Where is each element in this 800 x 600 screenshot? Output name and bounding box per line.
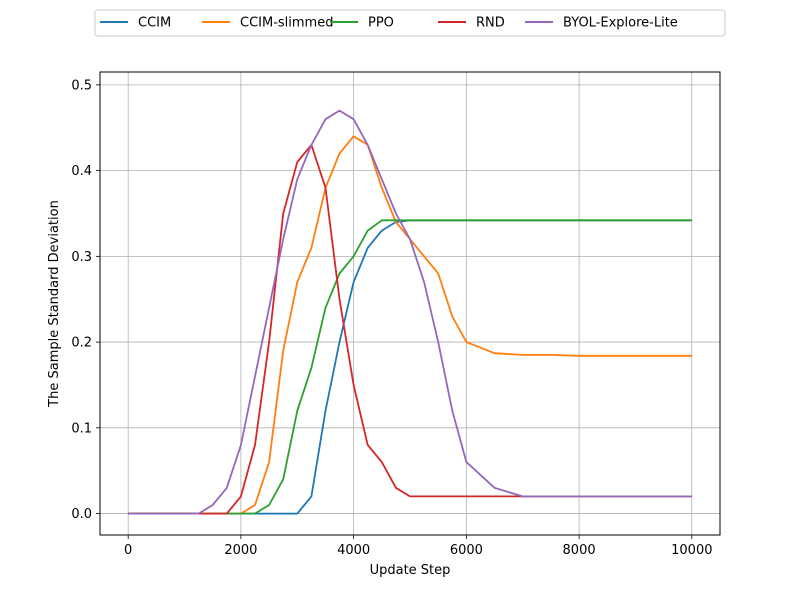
legend-label-2: PPO (368, 16, 394, 31)
legend-label-0: CCIM (138, 16, 171, 31)
x-tick-label: 2000 (224, 543, 257, 558)
y-tick-label: 0.5 (71, 78, 92, 93)
axes-frame (99, 71, 721, 536)
y-tick-label: 0.2 (71, 336, 92, 351)
axis-ticks: 0 2000 4000 6000 8000 10000 0.0 0.1 0.2 0.3 0.4 0.5 (71, 78, 712, 558)
x-tick-label: 0 (124, 543, 132, 558)
y-tick-label: 0.3 (71, 250, 92, 265)
x-tick-label: 4000 (337, 543, 370, 558)
legend-label-1: CCIM-slimmed (240, 16, 333, 31)
y-tick-label: 0.4 (71, 164, 92, 179)
plot-area (128, 109, 692, 515)
legend-label-4: BYOL-Explore-Lite (563, 16, 678, 31)
series-line-4 (128, 109, 692, 515)
x-tick-label: 6000 (450, 543, 483, 558)
x-axis-label: Update Step (370, 563, 451, 578)
legend-box (94, 9, 726, 37)
y-tick-label: 0.1 (71, 421, 92, 436)
legend-label-3: RND (476, 16, 505, 31)
x-tick-label: 10000 (671, 543, 712, 558)
x-tick-label: 8000 (563, 543, 596, 558)
legend: CCIM CCIM-slimmed PPO RND BYOL-Explore-Lite (94, 9, 726, 37)
y-axis-label: The Sample Standard Deviation (47, 200, 62, 408)
y-tick-label: 0.0 (71, 507, 92, 522)
